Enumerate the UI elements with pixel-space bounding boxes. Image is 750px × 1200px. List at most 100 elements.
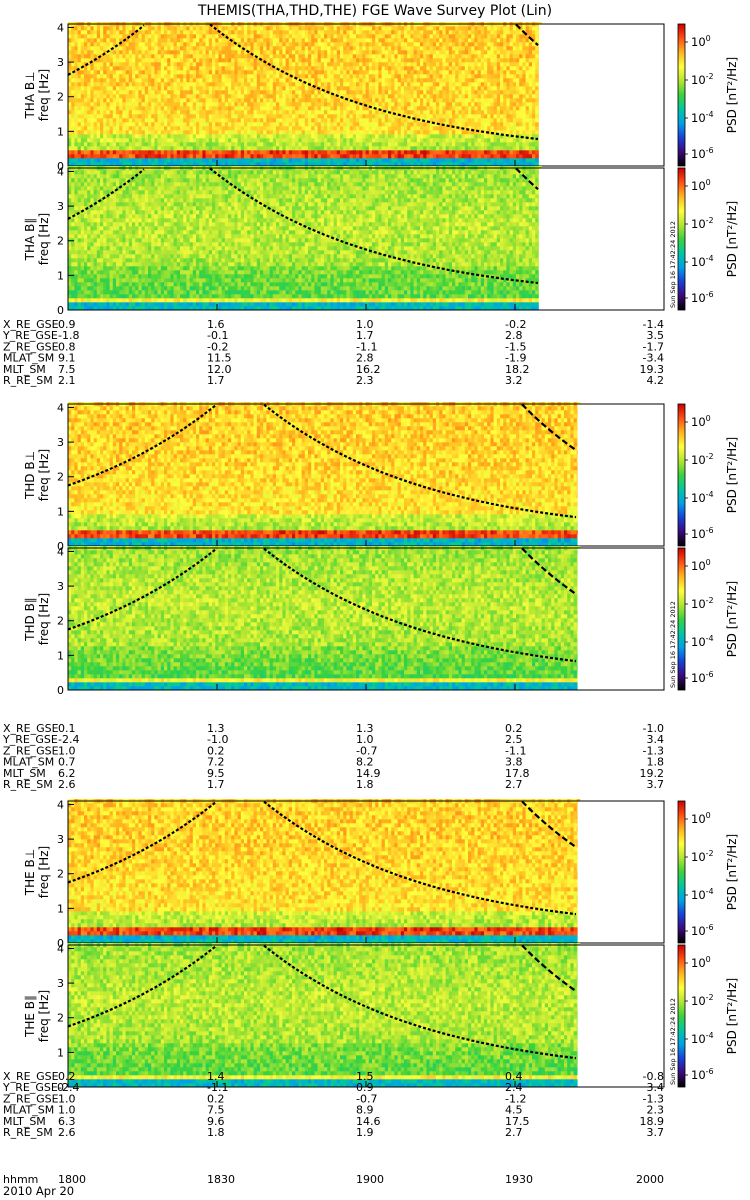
colorbar-tick-label: 10-4	[691, 1031, 714, 1046]
colorbar-label: PSD [nT²/Hz]	[725, 978, 739, 1054]
y-tick-label: 2	[57, 91, 64, 104]
y-tick-label: 1	[57, 505, 64, 518]
ephemeris-row-label: R_RE_SM	[3, 1126, 53, 1139]
ephemeris-value: 3.2	[505, 374, 523, 387]
colorbar-tick-label: 100	[691, 955, 711, 970]
y-tick-label: 4	[57, 21, 64, 34]
y-tick-label: 3	[57, 200, 64, 213]
colorbar-tick-label: 10-6	[691, 526, 714, 541]
ephemeris-value: 1.7	[207, 374, 225, 387]
ephemeris-value: 1.8	[207, 1126, 225, 1139]
date-label: 2010 Apr 20	[3, 1184, 74, 1198]
colorbar-label: PSD [nT²/Hz]	[725, 201, 739, 277]
colorbar-tick-label: 10-6	[691, 670, 714, 685]
y-tick-label: 4	[57, 401, 64, 414]
figure-title: THEMIS(THA,THD,THE) FGE Wave Survey Plot…	[197, 3, 552, 19]
panel-yunit: freq [Hz]	[37, 69, 51, 121]
ephemeris-value: 2.6	[58, 1126, 76, 1139]
panel-ylabel: THD B⊥	[23, 451, 37, 500]
panel-ylabel: THA B⊥	[23, 71, 37, 119]
y-tick-label: 1	[57, 269, 64, 282]
y-tick-label: 1	[57, 125, 64, 138]
y-tick-label: 2	[57, 1012, 64, 1025]
colorbar-tick-label: 10-2	[691, 72, 714, 87]
colorbar-tick-label: 100	[691, 34, 711, 49]
colorbar	[678, 24, 685, 166]
ephemeris-value: 4.2	[647, 374, 665, 387]
no-data-region	[578, 945, 664, 1087]
ephemeris-value: 2.7	[505, 778, 523, 791]
colorbar-tick-label: 10-6	[691, 923, 714, 938]
panel-ylabel: THD B∥	[23, 597, 37, 642]
colorbar-label: PSD [nT²/Hz]	[725, 581, 739, 657]
colorbar-tick-label: 10-2	[691, 849, 714, 864]
colorbar-tick-label: 10-6	[691, 146, 714, 161]
colorbar-tick-label: 100	[691, 414, 711, 429]
time-tick-label: 2000	[636, 1173, 664, 1186]
panel-ylabel: THE B∥	[23, 995, 37, 1038]
y-tick-label: 3	[57, 977, 64, 990]
y-tick-label: 3	[57, 56, 64, 69]
colorbar	[678, 945, 685, 1087]
y-tick-label: 4	[57, 942, 64, 955]
y-tick-label: 2	[57, 615, 64, 628]
colorbar	[678, 168, 685, 310]
colorbar-tick-label: 100	[691, 558, 711, 573]
no-data-region	[578, 548, 664, 690]
y-tick-label: 4	[57, 798, 64, 811]
y-tick-label: 3	[57, 580, 64, 593]
colorbar-tick-label: 10-4	[691, 254, 714, 269]
colorbar-tick-label: 10-4	[691, 490, 714, 505]
colorbar-tick-label: 10-4	[691, 887, 714, 902]
ephemeris-value: 1.8	[356, 778, 374, 791]
timestamp-stamp: Sun Sep 16 17:42:24 2012	[669, 221, 677, 308]
y-tick-label: 4	[57, 165, 64, 178]
panel-yunit: freq [Hz]	[37, 846, 51, 898]
colorbar	[678, 801, 685, 943]
y-tick-label: 0	[57, 684, 64, 697]
colorbar-label: PSD [nT²/Hz]	[725, 57, 739, 133]
ephemeris-value: 3.7	[647, 778, 665, 791]
y-tick-label: 1	[57, 649, 64, 662]
ephemeris-value: 3.7	[647, 1126, 665, 1139]
y-tick-label: 2	[57, 868, 64, 881]
no-data-region	[578, 801, 664, 943]
ephemeris-value: 1.7	[207, 778, 225, 791]
colorbar-tick-label: 10-2	[691, 216, 714, 231]
y-tick-label: 3	[57, 833, 64, 846]
panel-ylabel: THE B⊥	[23, 849, 37, 896]
colorbar-tick-label: 10-2	[691, 993, 714, 1008]
timestamp-stamp: Sun Sep 16 17:42:24 2012	[669, 998, 677, 1085]
colorbar-tick-label: 10-4	[691, 634, 714, 649]
ephemeris-row-label: R_RE_SM	[3, 374, 53, 387]
panel-yunit: freq [Hz]	[37, 213, 51, 265]
no-data-region	[539, 168, 664, 310]
ephemeris-value: 2.6	[58, 778, 76, 791]
colorbar-tick-label: 100	[691, 178, 711, 193]
y-tick-label: 1	[57, 1046, 64, 1059]
y-tick-label: 4	[57, 545, 64, 558]
time-tick-label: 1930	[505, 1173, 533, 1186]
time-tick-label: 1900	[356, 1173, 384, 1186]
colorbar-label: PSD [nT²/Hz]	[725, 437, 739, 513]
time-tick-label: 1830	[207, 1173, 235, 1186]
panel-yunit: freq [Hz]	[37, 449, 51, 501]
colorbar-tick-label: 10-6	[691, 1067, 714, 1082]
ephemeris-value: 2.7	[505, 1126, 523, 1139]
colorbar-label: PSD [nT²/Hz]	[725, 834, 739, 910]
colorbar	[678, 404, 685, 546]
ephemeris-row-label: R_RE_SM	[3, 778, 53, 791]
colorbar-tick-label: 10-2	[691, 452, 714, 467]
panel-yunit: freq [Hz]	[37, 990, 51, 1042]
colorbar-tick-label: 100	[691, 811, 711, 826]
panel-yunit: freq [Hz]	[37, 593, 51, 645]
y-tick-label: 3	[57, 436, 64, 449]
